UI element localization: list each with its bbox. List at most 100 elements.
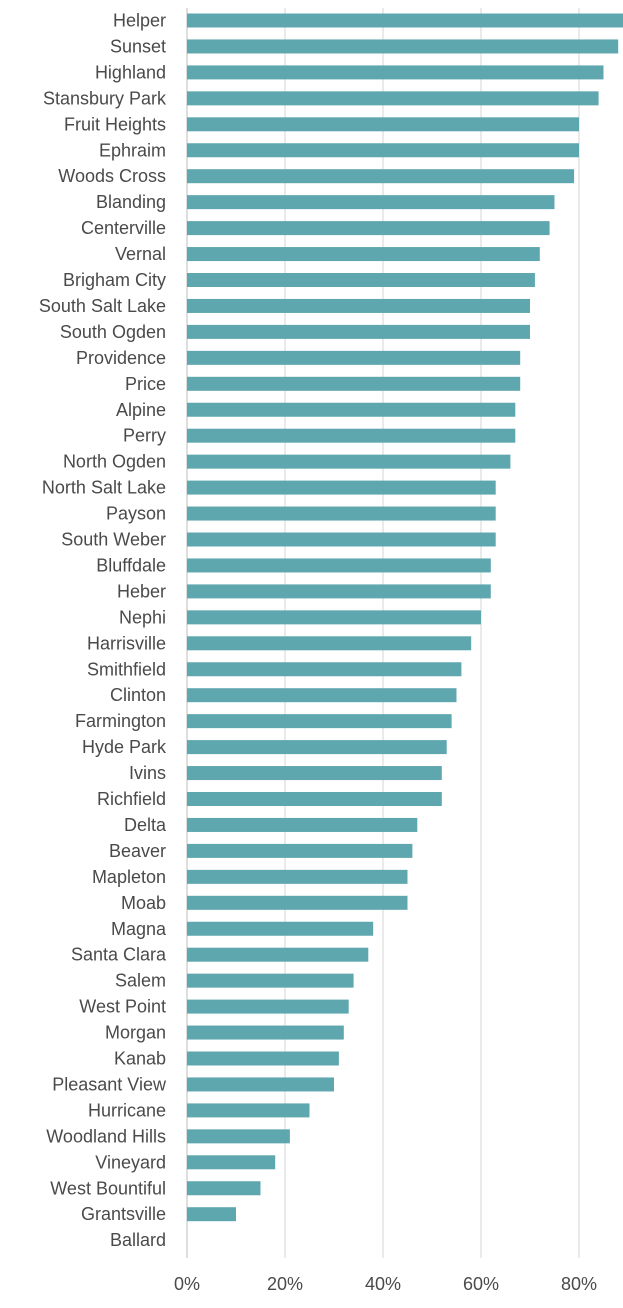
category-label: Woods Cross [58,166,166,186]
bar [187,428,516,443]
bar [187,869,408,884]
category-label: Heber [117,581,166,601]
category-label: Price [125,374,166,394]
x-tick-label: 60% [463,1274,499,1294]
x-tick-label: 40% [365,1274,401,1294]
category-label: Clinton [110,685,166,705]
category-label: Ephraim [99,140,166,160]
bar [187,714,452,729]
bar [187,636,472,651]
category-label: Perry [123,426,166,446]
bar [187,817,418,832]
bar [187,766,442,781]
category-label: Smithfield [87,659,166,679]
bar [187,221,550,236]
category-label: Moab [121,893,166,913]
bar [187,999,349,1014]
bar [187,792,442,806]
category-label: Farmington [75,711,166,731]
bar [187,273,535,287]
category-label: Brigham City [63,270,166,290]
bar [187,195,555,210]
category-label: Vineyard [95,1152,166,1172]
category-label: Blanding [96,192,166,212]
category-label: Alpine [116,400,166,420]
category-label: Delta [124,815,167,835]
bar [187,558,491,573]
bar [187,895,408,910]
bar [187,480,496,495]
category-label: North Ogden [63,452,166,472]
category-label: Hurricane [88,1100,166,1120]
category-label: Beaver [109,841,166,861]
category-label: Highland [95,62,166,82]
category-label: South Weber [61,530,166,550]
category-label: Pleasant View [52,1074,167,1094]
category-label: Santa Clara [71,945,167,965]
category-label: South Ogden [60,322,166,342]
bar [187,1103,310,1118]
category-label: Salem [115,971,166,991]
bar [187,947,369,962]
category-label: Grantsville [81,1204,166,1224]
category-label: Magna [111,919,167,939]
category-label: Mapleton [92,867,166,887]
bar [187,247,540,262]
bar [187,117,579,132]
bar [187,1129,290,1144]
x-axis-ticks: 0% 20% 40% 60% 80% [174,1274,597,1294]
bar [187,921,374,936]
category-label: Ivins [129,763,166,783]
bar [187,1025,344,1040]
bar [187,169,575,184]
category-label: Fruit Heights [64,114,166,134]
category-label: Nephi [119,607,166,627]
bar [187,532,496,547]
category-label: Harrisville [87,633,166,653]
bar [187,506,496,521]
category-label: North Salt Lake [42,478,166,498]
category-label: Bluffdale [96,555,166,575]
category-label: Ballard [110,1230,166,1250]
bar [187,1207,236,1222]
category-label: Sunset [110,36,166,56]
category-label: Helper [113,11,166,31]
bar [187,740,447,755]
category-label: Richfield [97,789,166,809]
category-labels: Helper Sunset Highland Stansbury Park Fruit … [39,11,167,1251]
category-label: South Salt Lake [39,296,166,316]
bar [187,454,511,469]
x-tick-label: 20% [267,1274,303,1294]
category-label: Centerville [81,218,166,238]
category-label: Morgan [105,1023,166,1043]
bar [187,350,521,365]
bar [187,584,491,599]
bar [187,91,599,106]
category-label: Providence [76,348,166,368]
category-label: Woodland Hills [46,1126,166,1146]
x-tick-label: 80% [561,1274,597,1294]
bar [187,376,521,391]
category-label: West Bountiful [50,1178,166,1198]
category-label: Stansbury Park [43,88,167,108]
bar [187,143,579,158]
bar [187,973,354,988]
x-tick-label: 0% [174,1274,200,1294]
bar [187,65,604,80]
bar [187,610,481,625]
bar [187,688,457,703]
bar [187,1051,339,1066]
category-label: Kanab [114,1049,166,1069]
bar [187,662,462,677]
category-label: Vernal [115,244,166,264]
category-label: Hyde Park [82,737,167,757]
category-label: West Point [79,997,166,1017]
bar [187,39,619,54]
bar [187,1155,276,1170]
bar [187,1077,334,1092]
bar [187,298,530,313]
gridlines [186,8,580,1258]
bar [187,324,530,339]
bar [187,13,623,28]
